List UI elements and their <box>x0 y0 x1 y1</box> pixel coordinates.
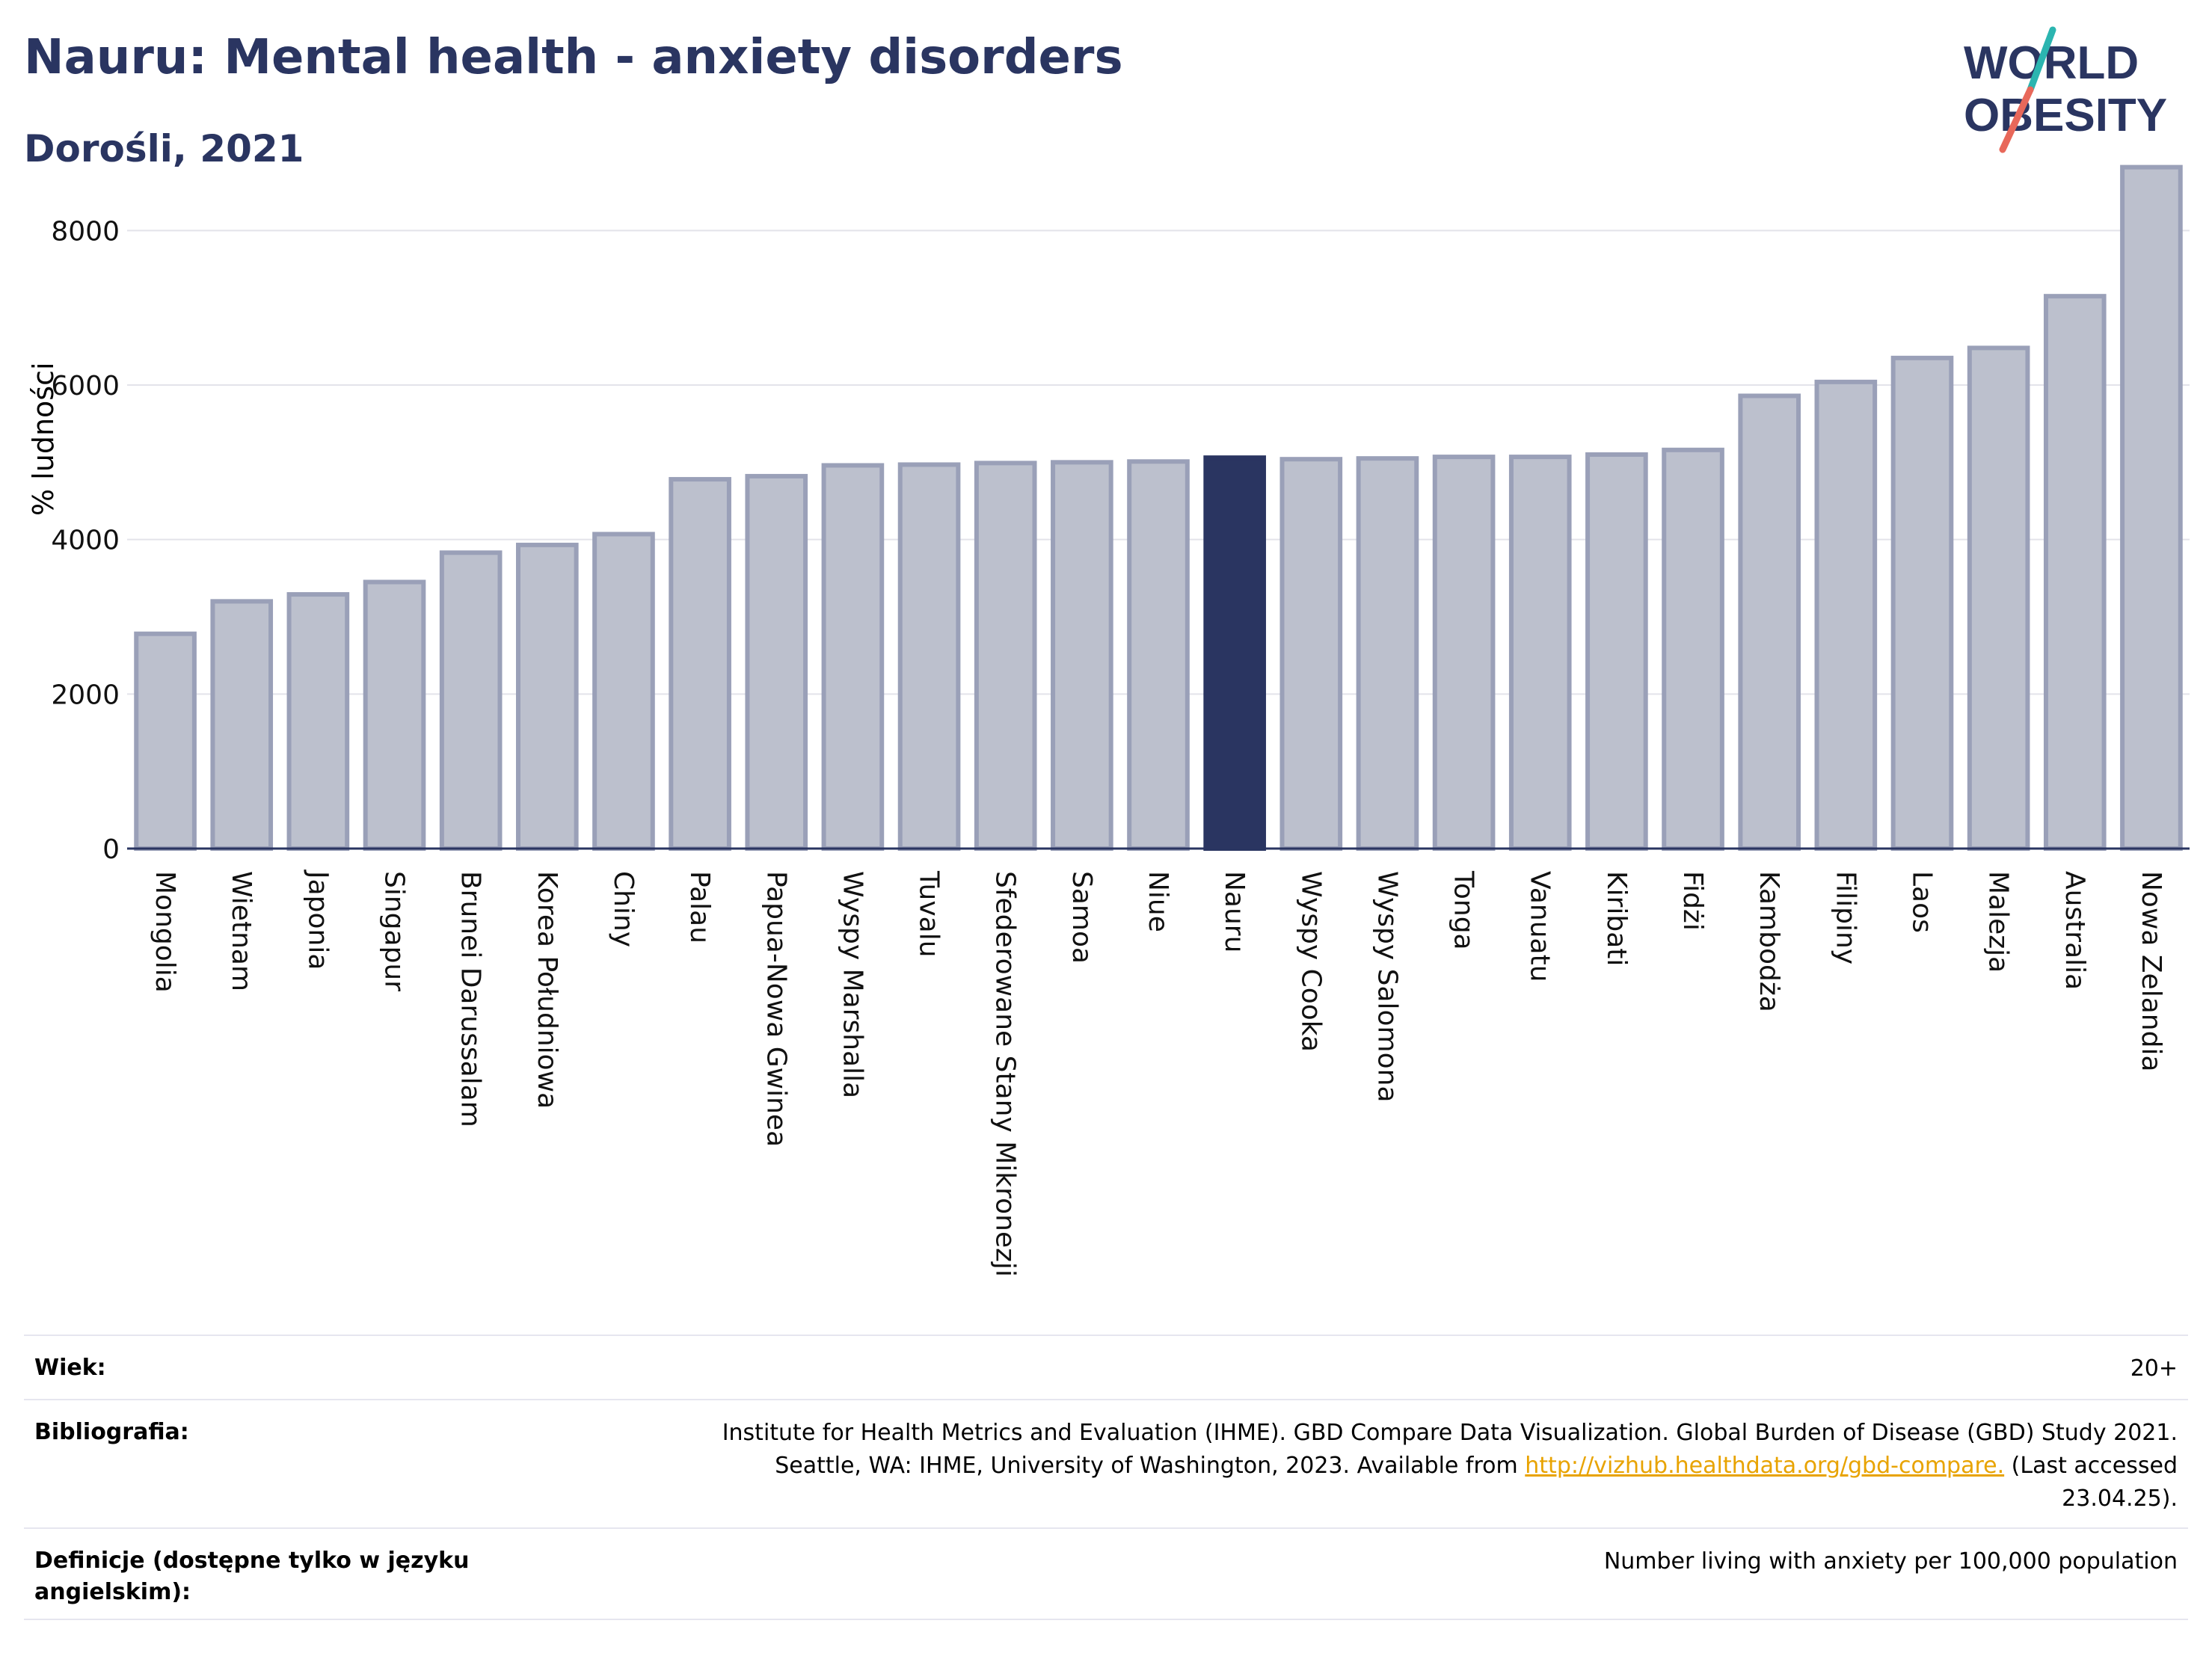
y-tick-label: 6000 <box>51 371 120 401</box>
x-tick-label: Chiny <box>608 871 639 947</box>
bar <box>1967 345 2030 851</box>
bar <box>363 579 426 851</box>
x-tick-label: Sfederowane Stany Mikronezji <box>990 871 1021 1277</box>
x-tick-label: Vanuatu <box>1525 871 1555 982</box>
bar <box>1814 379 1878 852</box>
bar <box>897 462 961 851</box>
logo-line2: OBESITY <box>1964 90 2167 141</box>
bibliography-line2-post: (Last accessed <box>2004 1453 2178 1479</box>
definition-label: Definicje (dostępne tylko w języku angie… <box>34 1548 470 1605</box>
bibliography-value: Institute for Health Metrics and Evaluat… <box>532 1417 2178 1515</box>
x-tick-label: Filipiny <box>1830 871 1861 964</box>
bar <box>974 461 1037 851</box>
world-obesity-logo: WORLD OBESITY <box>1952 22 2191 157</box>
bar <box>2120 164 2183 852</box>
x-tick-label: Tuvalu <box>914 870 944 958</box>
x-tick-label: Niue <box>1143 871 1173 932</box>
x-tick-label: Singapur <box>379 871 410 991</box>
bar <box>1051 460 1113 851</box>
x-tick-label: Kambodża <box>1754 871 1784 1012</box>
bibliography-row: Bibliografia: Institute for Health Metri… <box>24 1399 2188 1529</box>
bar <box>1585 452 1648 851</box>
age-value: 20+ <box>2130 1355 2178 1382</box>
x-tick-label: Palau <box>684 871 715 944</box>
x-tick-label: Papua-Nowa Gwinea <box>761 871 791 1147</box>
bibliography-link[interactable]: http://vizhub.healthdata.org/gbd-compare… <box>1525 1453 2005 1479</box>
y-tick-label: 4000 <box>51 526 120 556</box>
x-tick-label: Kiribati <box>1601 871 1632 966</box>
bar <box>1356 456 1419 851</box>
logo-slash-bottom <box>1999 86 2034 153</box>
x-tick-label: Mongolia <box>150 871 180 993</box>
y-tick-label: 0 <box>102 834 120 865</box>
x-tick-label: Samoa <box>1066 871 1097 964</box>
bar <box>134 631 197 851</box>
y-axis-title: % ludności <box>27 362 60 516</box>
bibliography-line1: Institute for Health Metrics and Evaluat… <box>722 1420 2178 1446</box>
x-tick-label: Wyspy Marshalla <box>837 871 867 1098</box>
x-tick-label: Australia <box>2059 871 2090 990</box>
bar <box>286 592 350 851</box>
x-tick-label: Korea Południowa <box>532 871 562 1109</box>
bar <box>1127 459 1190 851</box>
bibliography-line2-pre: Seattle, WA: IHME, University of Washing… <box>775 1453 1526 1479</box>
logo-line1: WORLD <box>1964 37 2139 89</box>
bar <box>515 542 579 852</box>
x-tick-label: Wyspy Salomona <box>1371 871 1402 1103</box>
bibliography-label: Bibliografia: <box>34 1419 189 1445</box>
x-tick-label: Fidżi <box>1677 871 1708 931</box>
bar <box>1738 393 1801 851</box>
page-subtitle: Dorośli, 2021 <box>24 127 304 170</box>
bar <box>1279 457 1343 851</box>
x-tick-label: Nauru <box>1219 871 1250 952</box>
bar <box>210 599 274 851</box>
bar-chart: 0 2000 4000 6000 8000 Mongolia Wietnam Japonia S… <box>51 164 2190 1277</box>
logo-slash-top <box>2027 26 2056 93</box>
bar <box>1432 455 1496 851</box>
page-title: Nauru: Mental health - anxiety disorders <box>24 30 1123 85</box>
bar <box>669 477 731 851</box>
y-tick-label: 8000 <box>51 216 120 247</box>
bar <box>1890 355 1954 852</box>
age-label: Wiek: <box>34 1355 106 1381</box>
bar <box>821 463 885 851</box>
x-tick-label: Wietnam <box>226 871 256 991</box>
x-tick-label: Nowa Zelandia <box>2136 871 2166 1072</box>
definition-value: Number living with anxiety per 100,000 p… <box>1603 1548 2178 1575</box>
definition-row: Definicje (dostępne tylko w języku angie… <box>24 1527 2188 1620</box>
bar <box>1508 455 1572 851</box>
bibliography-line3: 23.04.25). <box>2062 1486 2178 1512</box>
x-tick-label: Wyspy Cooka <box>1295 871 1326 1052</box>
bar <box>439 550 503 851</box>
y-tick-label: 2000 <box>51 680 120 710</box>
x-tick-label: Japonia <box>302 869 333 970</box>
age-row: Wiek: 20+ <box>24 1335 2188 1400</box>
bar-highlight <box>1203 455 1266 851</box>
x-tick-label: Malezja <box>1983 871 2014 973</box>
x-tick-label: Laos <box>1906 871 1937 933</box>
bar <box>2043 294 2107 851</box>
bar <box>745 473 808 852</box>
bibliography-line2: Seattle, WA: IHME, University of Washing… <box>532 1450 2178 1483</box>
x-tick-label: Tonga <box>1448 870 1479 950</box>
bar <box>1662 447 1724 851</box>
x-tick-label: Brunei Darussalam <box>455 871 486 1127</box>
bar <box>592 532 655 852</box>
